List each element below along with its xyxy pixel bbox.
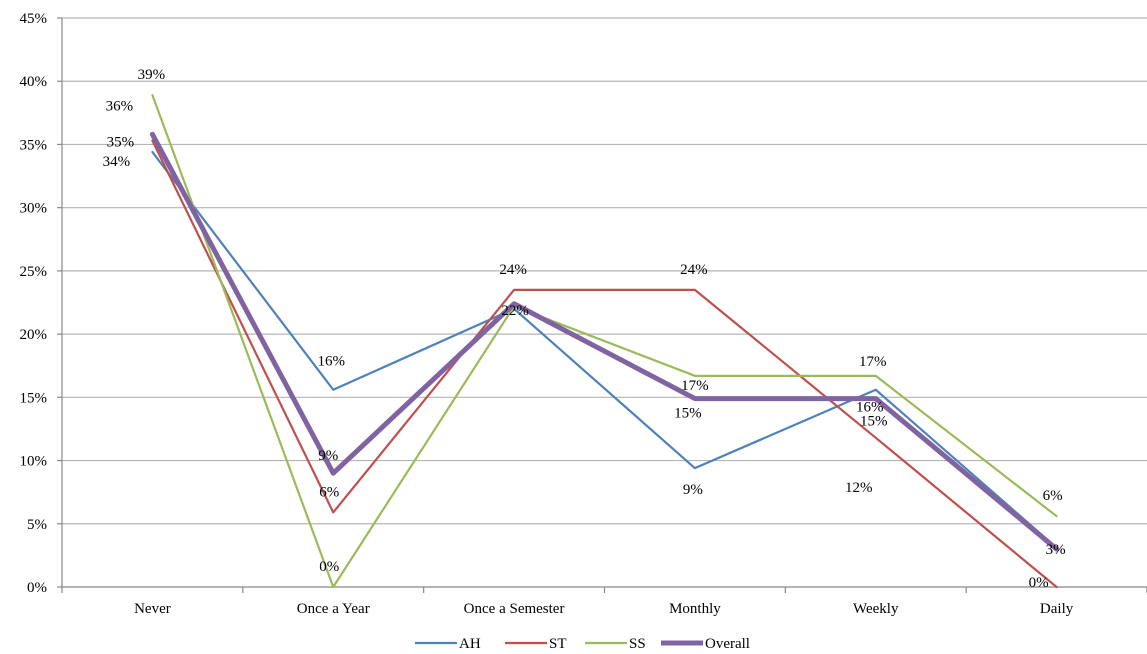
data-label: 16%: [318, 354, 346, 370]
y-tick-label: 20%: [20, 327, 48, 343]
x-tick-label: Monthly: [669, 601, 721, 617]
data-label: 0%: [1029, 575, 1049, 591]
data-label: 22%: [501, 303, 529, 319]
y-tick-label: 15%: [20, 390, 48, 406]
data-label: 34%: [103, 154, 131, 170]
data-label: 15%: [860, 413, 888, 429]
data-label: 9%: [683, 482, 703, 498]
y-tick-label: 25%: [20, 264, 48, 280]
y-tick-label: 45%: [20, 11, 48, 27]
legend-label-ah: AH: [459, 636, 481, 652]
data-label: 6%: [319, 484, 339, 500]
data-label: 15%: [674, 406, 702, 422]
data-label: 0%: [319, 559, 339, 575]
x-tick-label: Never: [134, 601, 171, 617]
series-line-ah: [151, 150, 1058, 549]
data-label: 24%: [499, 262, 527, 278]
x-tick-label: Weekly: [853, 601, 899, 617]
y-tick-label: 40%: [20, 74, 48, 90]
y-tick-label: 10%: [20, 454, 48, 470]
series-line-st: [151, 139, 1058, 589]
data-label: 17%: [681, 378, 709, 394]
y-tick-label: 35%: [20, 137, 48, 153]
legend-label-ss: SS: [629, 636, 646, 652]
y-tick-label: 30%: [20, 201, 48, 217]
y-tick-label: 0%: [27, 580, 47, 596]
data-label: 35%: [107, 135, 135, 151]
x-tick-label: Once a Semester: [464, 601, 565, 617]
x-tick-label: Daily: [1040, 601, 1074, 617]
legend-label-overall: Overall: [705, 636, 750, 652]
data-label: 3%: [1046, 542, 1066, 558]
x-tick-label: Once a Year: [297, 601, 370, 617]
series-line-ss: [151, 94, 1058, 589]
data-label: 36%: [106, 98, 134, 114]
data-label: 39%: [138, 67, 166, 83]
data-label: 17%: [859, 354, 887, 370]
legend-label-st: ST: [549, 636, 567, 652]
data-label: 6%: [1043, 488, 1063, 504]
y-tick-label: 5%: [27, 517, 47, 533]
data-label: 16%: [856, 400, 884, 416]
data-label: 24%: [680, 262, 708, 278]
data-label: 9%: [318, 448, 338, 464]
data-label: 12%: [845, 480, 873, 496]
series-line-overall: [149, 131, 1060, 552]
